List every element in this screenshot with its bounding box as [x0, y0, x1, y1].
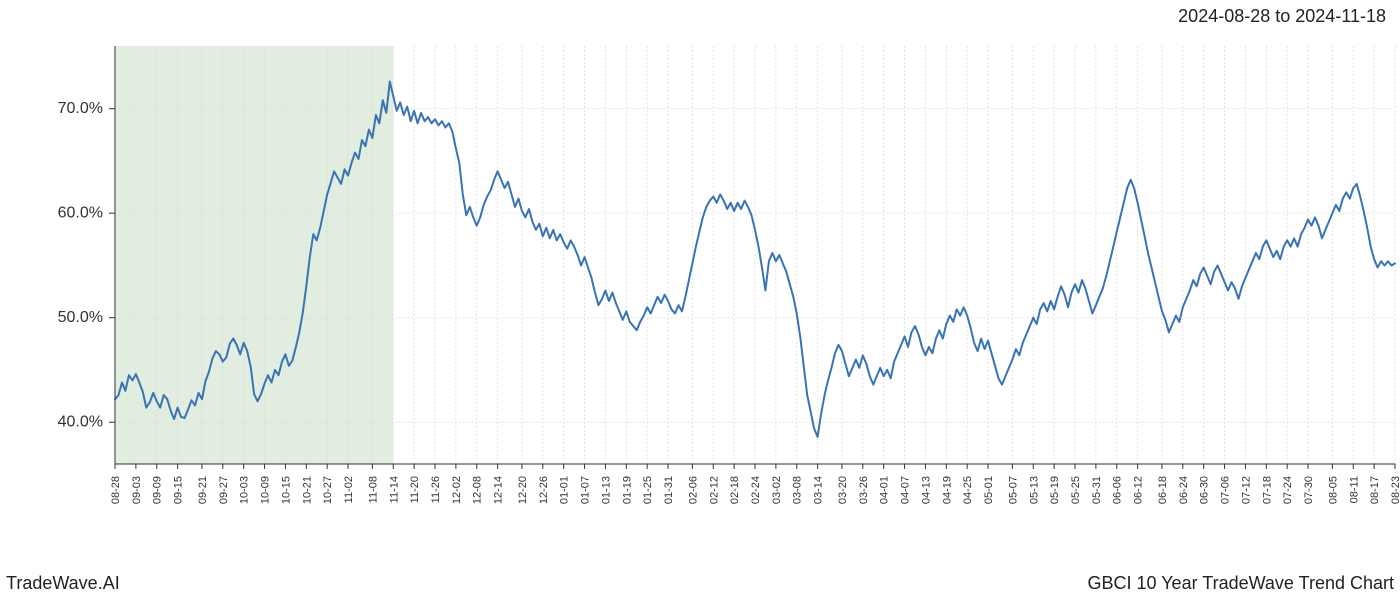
svg-text:11-08: 11-08 [367, 476, 379, 503]
svg-text:07-24: 07-24 [1282, 476, 1294, 504]
svg-text:04-13: 04-13 [920, 476, 932, 504]
svg-text:03-26: 03-26 [858, 476, 870, 504]
trend-chart: 40.0% 50.0% 60.0% 70.0% 08-28 09-03 09-09 09-15… [0, 36, 1400, 566]
svg-text:03-14: 03-14 [813, 476, 825, 504]
svg-text:09-27: 09-27 [218, 476, 230, 504]
svg-text:12-02: 12-02 [451, 476, 463, 504]
svg-text:10-15: 10-15 [280, 476, 292, 504]
svg-text:11-26: 11-26 [430, 476, 442, 503]
svg-text:70.0%: 70.0% [58, 100, 103, 117]
svg-text:06-06: 06-06 [1112, 476, 1124, 504]
svg-text:10-09: 10-09 [260, 476, 272, 504]
svg-text:12-26: 12-26 [538, 476, 550, 504]
svg-text:01-01: 01-01 [559, 476, 571, 504]
svg-text:03-08: 03-08 [792, 476, 804, 504]
svg-text:12-20: 12-20 [517, 476, 529, 504]
svg-text:09-15: 09-15 [173, 476, 185, 504]
svg-text:07-18: 07-18 [1261, 476, 1273, 504]
svg-text:12-14: 12-14 [493, 476, 505, 504]
svg-text:09-03: 09-03 [131, 476, 143, 504]
svg-text:05-31: 05-31 [1091, 476, 1103, 504]
svg-text:03-20: 03-20 [837, 476, 849, 504]
chart-title-label: GBCI 10 Year TradeWave Trend Chart [1088, 573, 1395, 594]
svg-text:10-21: 10-21 [301, 476, 313, 504]
svg-text:04-25: 04-25 [962, 476, 974, 504]
svg-text:08-17: 08-17 [1369, 476, 1381, 504]
svg-text:09-21: 09-21 [197, 476, 209, 504]
svg-text:01-31: 01-31 [663, 476, 675, 504]
svg-text:04-19: 04-19 [941, 476, 953, 504]
svg-text:08-28: 08-28 [110, 476, 122, 504]
svg-text:06-18: 06-18 [1157, 476, 1169, 504]
svg-text:07-06: 07-06 [1220, 476, 1232, 504]
svg-text:11-14: 11-14 [388, 476, 400, 503]
svg-text:05-01: 05-01 [983, 476, 995, 504]
svg-text:10-03: 10-03 [239, 476, 251, 504]
svg-text:05-19: 05-19 [1049, 476, 1061, 504]
svg-text:11-02: 11-02 [343, 476, 355, 503]
svg-text:02-18: 02-18 [729, 476, 741, 504]
svg-text:12-08: 12-08 [472, 476, 484, 504]
svg-text:40.0%: 40.0% [58, 413, 103, 430]
brand-label: TradeWave.AI [6, 573, 120, 594]
svg-text:06-12: 06-12 [1133, 476, 1145, 504]
svg-text:02-06: 02-06 [687, 476, 699, 504]
svg-text:50.0%: 50.0% [58, 309, 103, 326]
svg-text:06-24: 06-24 [1178, 476, 1190, 504]
svg-text:03-02: 03-02 [771, 476, 783, 504]
svg-text:01-25: 01-25 [642, 476, 654, 504]
svg-text:04-01: 04-01 [879, 476, 891, 504]
svg-text:11-20: 11-20 [409, 476, 421, 503]
svg-text:10-27: 10-27 [322, 476, 334, 504]
svg-text:06-30: 06-30 [1199, 476, 1211, 504]
svg-text:08-11: 08-11 [1348, 476, 1360, 503]
svg-text:04-07: 04-07 [900, 476, 912, 504]
svg-text:05-07: 05-07 [1007, 476, 1019, 504]
svg-text:02-24: 02-24 [750, 476, 762, 504]
svg-text:05-13: 05-13 [1028, 476, 1040, 504]
svg-text:07-30: 07-30 [1303, 476, 1315, 504]
svg-text:01-19: 01-19 [621, 476, 633, 504]
svg-text:08-05: 08-05 [1327, 476, 1339, 504]
svg-text:08-23: 08-23 [1390, 476, 1400, 504]
svg-text:01-13: 01-13 [600, 476, 612, 504]
svg-text:01-07: 01-07 [580, 476, 592, 504]
date-range-title: 2024-08-28 to 2024-11-18 [1178, 6, 1386, 27]
svg-text:05-25: 05-25 [1070, 476, 1082, 504]
svg-text:02-12: 02-12 [708, 476, 720, 504]
svg-text:09-09: 09-09 [152, 476, 164, 504]
svg-text:07-12: 07-12 [1240, 476, 1252, 504]
svg-text:60.0%: 60.0% [58, 204, 103, 221]
